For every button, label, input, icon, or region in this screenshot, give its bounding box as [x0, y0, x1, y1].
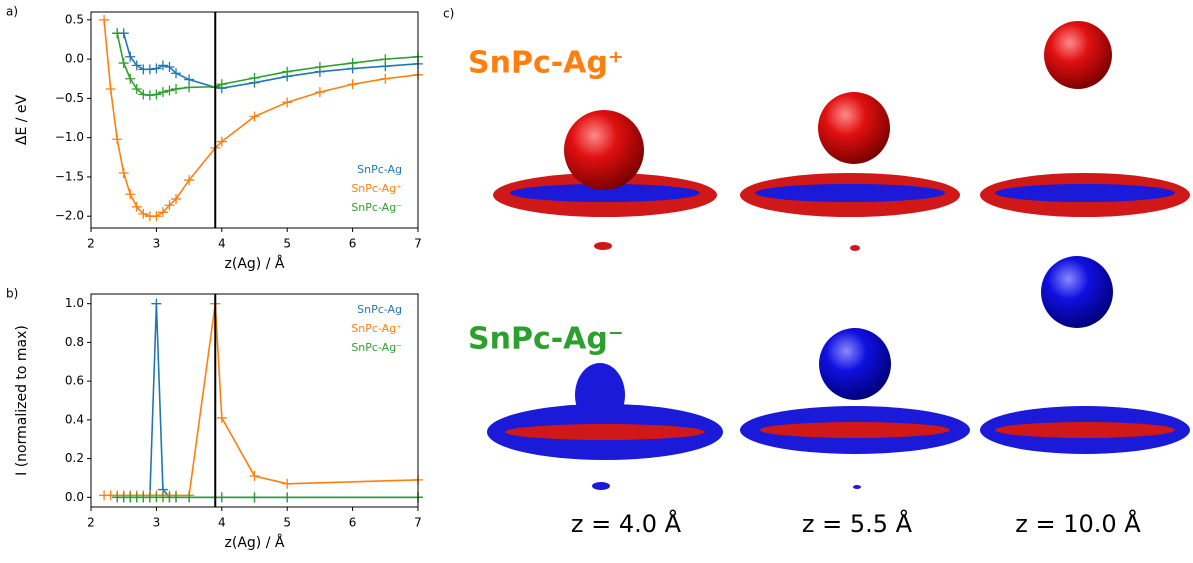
marker — [171, 492, 182, 503]
marker — [171, 193, 182, 204]
marker — [151, 63, 162, 74]
y-tick-label: 0.4 — [65, 412, 84, 426]
y-tick-label: −1.5 — [55, 169, 84, 183]
row-title: SnPc-Ag⁻ — [468, 322, 624, 357]
marker — [282, 66, 293, 77]
marker — [131, 201, 142, 212]
x-tick-label: 5 — [283, 237, 291, 251]
legend-entry: SnPc-Ag⁻ — [351, 341, 402, 354]
marker — [112, 28, 123, 39]
panel-label: c) — [443, 7, 454, 21]
render-image — [487, 21, 1190, 490]
x-tick-label: 6 — [349, 237, 357, 251]
marker — [347, 58, 358, 69]
marker — [347, 79, 358, 90]
marker — [138, 208, 149, 219]
plot-frame — [90, 293, 419, 508]
marker — [138, 89, 149, 100]
column-label: z = 5.5 Å — [802, 509, 913, 538]
plot-frame — [90, 11, 419, 229]
marker — [249, 72, 260, 83]
marker — [282, 478, 293, 489]
marker — [99, 14, 110, 25]
marker — [164, 200, 175, 211]
x-tick-label: 7 — [414, 237, 422, 251]
y-tick-label: 0.0 — [65, 490, 84, 504]
panel-label: a) — [6, 5, 18, 19]
x-tick-label: 2 — [87, 516, 95, 530]
y-tick-label: 0.0 — [65, 52, 84, 66]
column-label: z = 4.0 Å — [571, 509, 682, 538]
x-tick-label: 5 — [283, 516, 291, 530]
marker — [184, 175, 195, 186]
legend-entry: SnPc-Ag⁺ — [351, 322, 402, 335]
legend-entry: SnPc-Ag⁻ — [351, 201, 402, 214]
marker — [118, 168, 129, 179]
marker — [164, 85, 175, 96]
marker — [125, 189, 136, 200]
marker — [144, 90, 155, 101]
marker — [131, 83, 142, 94]
y-tick-label: 0.5 — [65, 12, 84, 26]
marker — [112, 134, 123, 145]
marker — [282, 492, 293, 503]
y-tick-label: −0.5 — [55, 91, 84, 105]
y-tick-label: 0.8 — [65, 335, 84, 349]
marker — [157, 60, 168, 71]
x-tick-label: 4 — [218, 237, 226, 251]
marker — [105, 83, 116, 94]
marker — [216, 136, 227, 147]
marker — [171, 83, 182, 94]
marker — [184, 492, 195, 503]
column-label: z = 10.0 Å — [1015, 509, 1141, 538]
x-tick-label: 3 — [153, 237, 161, 251]
marker — [314, 87, 325, 98]
marker — [157, 207, 168, 218]
marker — [184, 82, 195, 93]
marker — [164, 61, 175, 72]
y-tick-label: −2.0 — [55, 209, 84, 223]
marker — [157, 87, 168, 98]
marker — [249, 111, 260, 122]
marker — [380, 73, 391, 84]
y-axis-label: ΔE / eV — [14, 94, 30, 145]
legend-entry: SnPc-Ag⁺ — [351, 182, 402, 195]
legend-entry: SnPc-Ag — [357, 163, 402, 176]
y-tick-label: −1.0 — [55, 130, 84, 144]
y-tick-label: 0.6 — [65, 374, 84, 388]
marker — [118, 58, 129, 69]
x-tick-label: 4 — [218, 516, 226, 530]
marker — [216, 492, 227, 503]
marker — [171, 68, 182, 79]
y-axis-label: I (normalized to max) — [14, 325, 30, 476]
marker — [144, 64, 155, 75]
x-tick-label: 6 — [349, 516, 357, 530]
marker — [216, 79, 227, 90]
marker — [151, 298, 162, 309]
x-tick-label: 3 — [153, 516, 161, 530]
marker — [216, 412, 227, 423]
panel-label: b) — [6, 287, 18, 301]
marker — [380, 54, 391, 65]
marker — [125, 51, 136, 62]
marker — [151, 89, 162, 100]
y-tick-label: 0.2 — [65, 451, 84, 465]
legend-entry: SnPc-Ag — [357, 303, 402, 316]
marker — [282, 97, 293, 108]
x-tick-label: 2 — [87, 237, 95, 251]
marker — [249, 471, 260, 482]
series-line — [116, 33, 419, 97]
marker — [125, 73, 136, 84]
row-title: SnPc-Ag⁺ — [468, 46, 624, 81]
marker — [314, 61, 325, 72]
x-axis-label: z(Ag) / Å — [225, 534, 285, 551]
marker — [249, 492, 260, 503]
x-axis-label: z(Ag) / Å — [225, 255, 285, 272]
y-tick-label: 1.0 — [65, 296, 84, 310]
marker — [131, 60, 142, 71]
marker — [151, 211, 162, 222]
x-tick-label: 7 — [414, 516, 422, 530]
